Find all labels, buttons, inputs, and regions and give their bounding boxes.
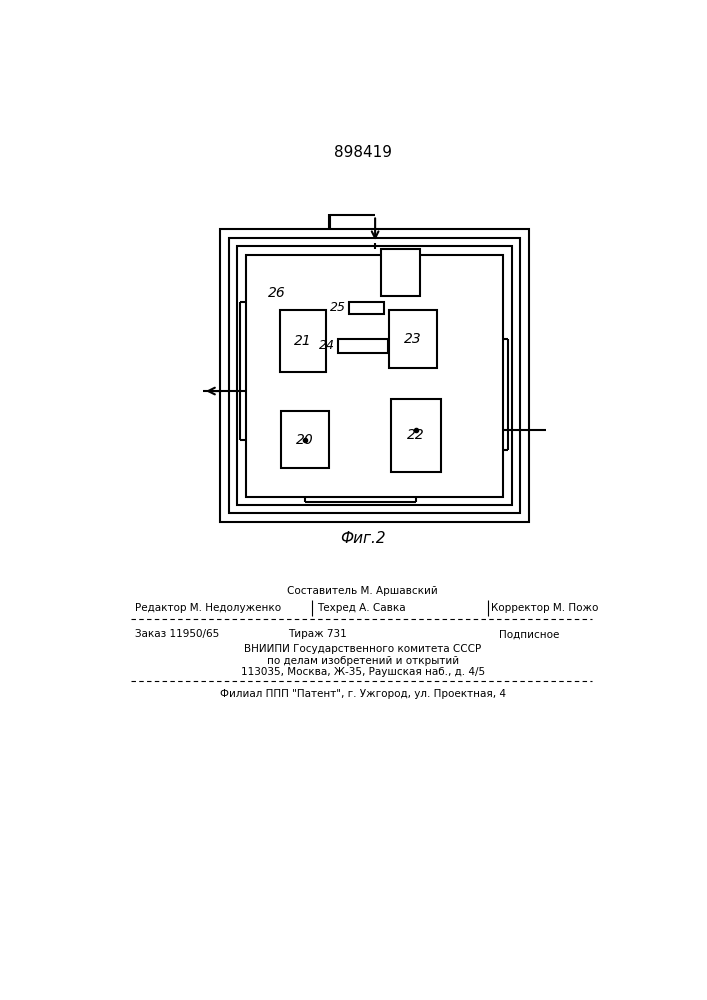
Text: 20: 20	[296, 433, 313, 447]
Bar	[246, 255, 503, 497]
Text: Корректор М. Пожо: Корректор М. Пожо	[491, 603, 599, 613]
Text: ВНИИПИ Государственного комитета СССР: ВНИИПИ Государственного комитета СССР	[244, 644, 481, 654]
Bar	[338, 339, 387, 353]
Text: Подписное: Подписное	[499, 629, 559, 639]
Text: Филиал ППП "Патент", г. Ужгород, ул. Проектная, 4: Филиал ППП "Патент", г. Ужгород, ул. Про…	[220, 689, 506, 699]
Text: 24: 24	[319, 339, 335, 352]
Text: Техред А. Савка: Техред А. Савка	[317, 603, 406, 613]
Bar	[237, 246, 512, 505]
Bar	[220, 229, 529, 522]
Bar	[280, 310, 327, 372]
Text: Составитель М. Аршавский: Составитель М. Аршавский	[287, 586, 438, 596]
Text: 898419: 898419	[334, 145, 392, 160]
Bar	[381, 249, 420, 296]
Text: 21: 21	[294, 334, 312, 348]
Text: 113035, Москва, Ж-35, Раушская наб., д. 4/5: 113035, Москва, Ж-35, Раушская наб., д. …	[240, 667, 485, 677]
Text: Заказ 11950/65: Заказ 11950/65	[135, 629, 219, 639]
Text: Тираж 731: Тираж 731	[288, 629, 346, 639]
Text: 23: 23	[404, 332, 422, 346]
Bar	[281, 411, 329, 468]
Bar	[391, 399, 441, 472]
Text: 22: 22	[407, 428, 425, 442]
Bar	[228, 238, 520, 513]
Text: по делам изобретений и открытий: по делам изобретений и открытий	[267, 656, 459, 666]
Text: 25: 25	[329, 301, 346, 314]
Bar	[389, 310, 437, 368]
Text: Редактор М. Недолуженко: Редактор М. Недолуженко	[135, 603, 281, 613]
Text: Фиг.2: Фиг.2	[340, 531, 385, 546]
Bar	[349, 302, 385, 314]
Text: 26: 26	[268, 286, 286, 300]
